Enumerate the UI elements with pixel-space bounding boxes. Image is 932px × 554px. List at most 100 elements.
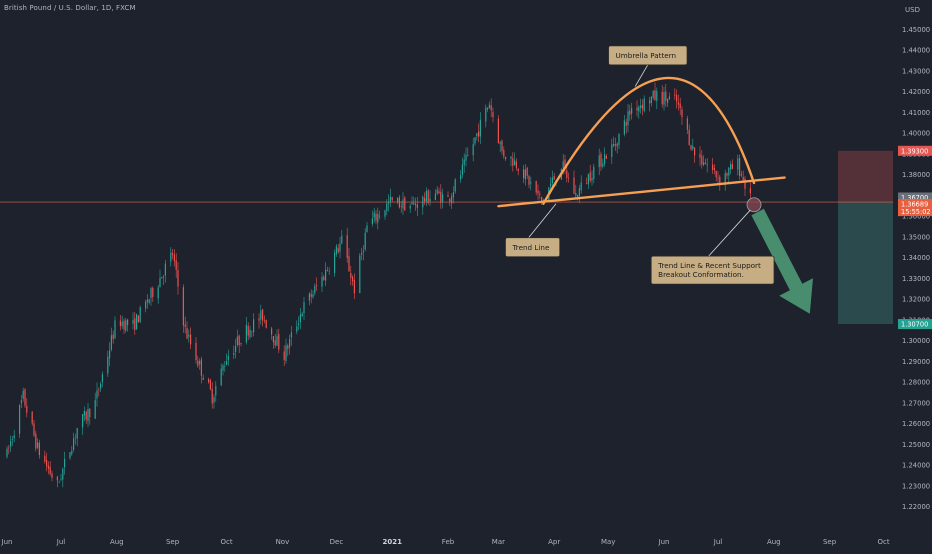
price-tick-label: 1.23000 [902, 482, 930, 490]
candles [6, 82, 751, 488]
candle-body [375, 213, 377, 221]
candle-body [575, 192, 577, 196]
candle-body [31, 411, 33, 424]
candle-body [535, 180, 537, 193]
current-price-tag-text: 1.36689 [901, 201, 928, 209]
candle-body [436, 189, 438, 194]
candle-body [26, 405, 28, 413]
price-tick-label: 1.32000 [902, 296, 930, 304]
candle-body [265, 320, 267, 328]
candle-body [190, 334, 192, 345]
time-tick-label: Jun [1, 538, 13, 546]
candle-body [245, 324, 247, 343]
candle-body [101, 374, 103, 383]
price-tick-label: 1.35000 [902, 233, 930, 241]
candle-body [562, 161, 564, 168]
candle-body [514, 160, 516, 166]
callout-text: Umbrella Pattern [616, 51, 677, 60]
candle-body [73, 438, 75, 450]
candle-body [184, 324, 186, 327]
candle-body [663, 92, 665, 105]
candle-body [692, 145, 694, 150]
candle-body [150, 288, 152, 299]
callout-text: Trend Line [511, 243, 550, 252]
stop-price-tag: 1.39300 [898, 145, 932, 156]
candle-body [654, 90, 656, 100]
candle-body [224, 366, 226, 367]
candle-body [114, 320, 116, 338]
candle-body [461, 164, 463, 175]
candle-body [10, 441, 12, 447]
candle-body [89, 408, 91, 418]
candle-body [100, 383, 102, 389]
price-tick-label: 1.36000 [902, 213, 930, 221]
candle-body [238, 335, 240, 346]
umbrella-arc[interactable] [542, 76, 756, 205]
candle-body [505, 156, 507, 160]
take-profit-zone[interactable] [838, 202, 893, 325]
candle-body [361, 252, 363, 255]
candle-body [749, 188, 751, 194]
candle-body [278, 334, 280, 350]
time-tick-label: May [601, 538, 615, 546]
candle-body [157, 287, 159, 299]
candle-body [326, 270, 328, 271]
candle-body [24, 389, 26, 406]
candle-body [454, 179, 456, 192]
candle-body [656, 90, 658, 101]
candle-body [577, 194, 579, 197]
candle-body [649, 100, 651, 104]
candle-body [452, 192, 454, 198]
candle-body [515, 161, 517, 168]
candle-body [276, 336, 278, 346]
candle-body [208, 379, 210, 383]
candle-body [568, 177, 570, 179]
candle-body [667, 98, 669, 104]
callout-text: Breakout Conformation. [658, 270, 744, 279]
candle-body [526, 167, 528, 176]
time-tick-label: Dec [330, 538, 344, 546]
projection-arrow[interactable] [751, 208, 813, 314]
candle-body [321, 276, 323, 287]
candle-body [195, 342, 197, 361]
candle-body [110, 335, 112, 350]
candle-body [132, 320, 134, 324]
candle-body [449, 198, 451, 202]
stop-price-tag-text: 1.39300 [901, 147, 928, 155]
target-price-tag: 1.30700 [898, 319, 932, 330]
trend-line[interactable] [497, 176, 786, 208]
callout-text: Trend Line & Recent Support [657, 261, 761, 270]
candle-body [123, 320, 125, 330]
time-tick-label: Aug [110, 538, 124, 546]
candle-body [209, 380, 211, 390]
price-tick-label: 1.45000 [902, 26, 930, 34]
annotation-callout[interactable]: Trend Line [505, 203, 561, 258]
candle-body [283, 351, 285, 360]
candle-body [497, 118, 499, 144]
candle-body [339, 243, 341, 252]
callout-box [608, 45, 688, 66]
candle-body [451, 196, 453, 204]
stop-loss-zone[interactable] [838, 150, 893, 203]
candle-body [296, 326, 298, 332]
candle-body [528, 176, 530, 185]
candle-body [517, 168, 519, 172]
candle-body [631, 108, 633, 114]
candle-body [728, 167, 730, 176]
candle-body [163, 276, 165, 278]
candle-body [427, 190, 429, 203]
candle-body [704, 162, 706, 165]
breakout-circle[interactable] [746, 197, 762, 213]
candle-body [488, 104, 490, 109]
candle-body [11, 439, 13, 440]
candle-body [56, 476, 58, 481]
candle-body [170, 252, 172, 262]
candle-body [109, 350, 111, 359]
candle-body [384, 210, 386, 217]
annotation-callout[interactable]: Umbrella Pattern [608, 45, 688, 87]
candle-body [334, 252, 336, 273]
candle-body [389, 196, 391, 202]
